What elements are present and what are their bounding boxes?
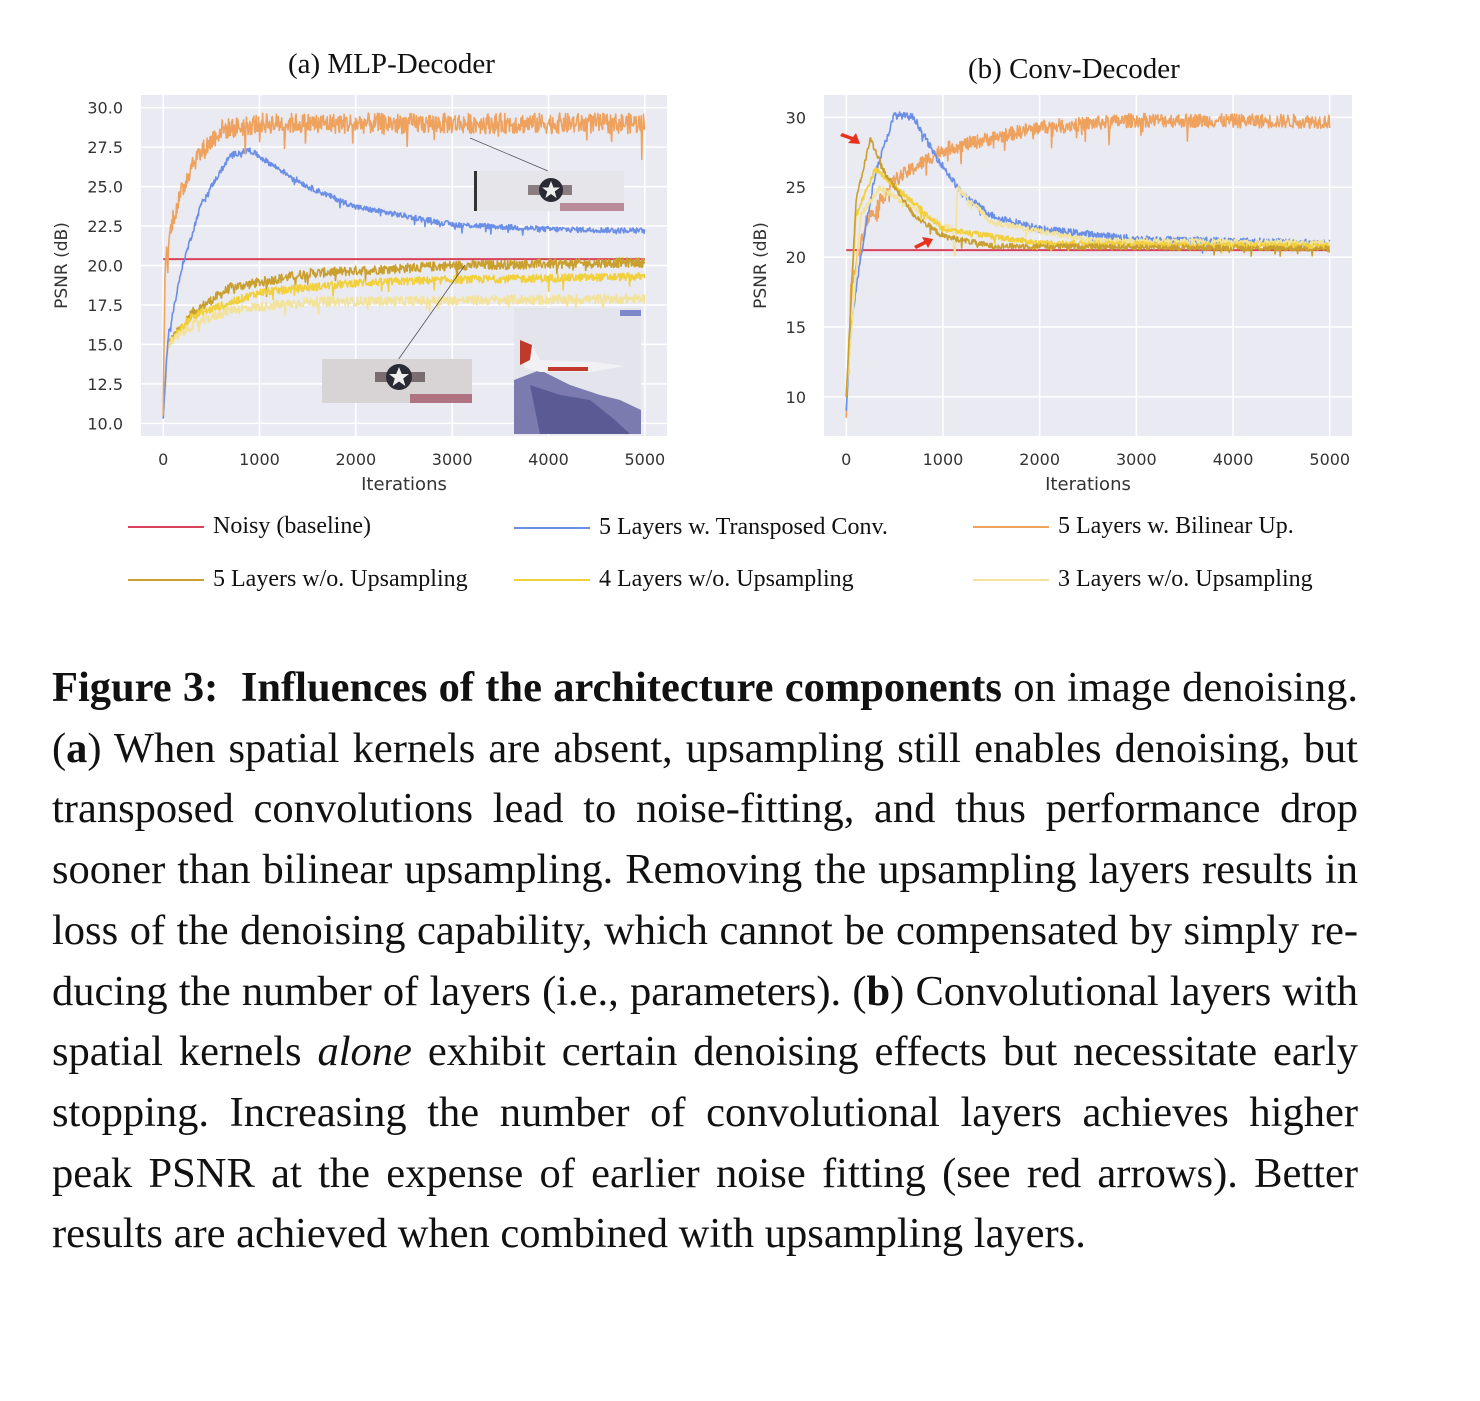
y-axis-label: PSNR (dB) [751, 222, 771, 309]
legend-item-4-layers-no-up: 4 Layers w/o. Upsampling [514, 566, 854, 593]
x-tick-label: 1000 [239, 450, 280, 469]
legend-label: 5 Layers w/o. Upsampling [213, 566, 468, 592]
x-tick-label: 0 [158, 450, 168, 469]
y-tick-label: 27.5 [87, 138, 123, 157]
x-tick-label: 2000 [1019, 450, 1060, 469]
legend-swatch [128, 525, 204, 528]
caption-text: ) [890, 967, 905, 1015]
plot-conv-decoder: 0 1000 2000 3000 4000 5000 10 15 20 25 30 Iteration… [751, 95, 1352, 495]
series-line-5-layers-w-o-upsampling [162, 257, 646, 419]
panel-title-a: (a) MLP-Decoder [288, 48, 495, 80]
figure-canvas: 0 1000 2000 3000 4000 5000 10.0 12.5 15.0 17.5 20.… [52, 95, 1352, 495]
caption-figure-label: Figure 3: [52, 664, 219, 711]
red-arrow-icon [840, 133, 860, 144]
series-line-5-layers-w-bilinear-up [845, 112, 1331, 418]
y-tick-label: 12.5 [87, 375, 123, 394]
legend-swatch [514, 578, 590, 581]
x-tick-label: 5000 [1309, 450, 1350, 469]
legend-item-5-layers-no-up: 5 Layers w/o. Upsampling [128, 566, 468, 593]
y-tick-label: 30.0 [87, 99, 123, 118]
caption-panel-b: b [866, 967, 891, 1015]
inset-connector-line [469, 137, 549, 172]
legend-label: 3 Layers w/o. Upsampling [1058, 566, 1313, 592]
legend-item-bilinear: 5 Layers w. Bilinear Up. [973, 513, 1294, 540]
x-tick-label: 0 [841, 450, 851, 469]
y-tick-label: 10 [786, 388, 806, 407]
series-line-5-layers-w-o-upsampling [845, 137, 1331, 397]
inset-connector-line [397, 264, 466, 361]
x-tick-label: 2000 [335, 450, 376, 469]
red-arrows [840, 133, 933, 249]
legend-label: 5 Layers w. Transposed Conv. [599, 514, 888, 540]
y-tick-label: 15.0 [87, 335, 123, 354]
figure-caption: Figure 3: Influences of the architecture… [52, 658, 1358, 1265]
x-tick-label: 5000 [624, 450, 665, 469]
series-line-5-layers-w-bilinear-up [162, 112, 646, 416]
caption-text: ( [852, 967, 867, 1015]
caption-text: Convolutional layers with spatial kernel… [52, 967, 1358, 1076]
legend-swatch [973, 525, 1049, 528]
legend-swatch [514, 526, 590, 529]
caption-panel-a: a [66, 724, 88, 772]
series-line-3-layers-w-o-upsampling [162, 293, 646, 419]
legend-item-transposed-conv: 5 Layers w. Transposed Conv. [514, 514, 888, 541]
panel-title-b: (b) Conv-Decoder [968, 53, 1180, 85]
y-tick-label: 30 [786, 108, 806, 127]
y-tick-label: 25 [786, 178, 806, 197]
series-line-3-layers-w-o-upsampling [845, 184, 1331, 397]
inset-noisy-crop [322, 359, 472, 403]
caption-text: on im­age denoising. [1001, 664, 1358, 711]
red-arrow-icon [914, 237, 933, 249]
y-axis-label: PSNR (dB) [52, 222, 72, 309]
legend-swatch [973, 578, 1049, 581]
plot-mlp-decoder: 0 1000 2000 3000 4000 5000 10.0 12.5 15.0 17.5 20.… [52, 95, 667, 495]
image-insets [322, 137, 641, 434]
y-tick-label: 17.5 [87, 296, 123, 315]
legend-item-3-layers-no-up: 3 Layers w/o. Upsampling [973, 566, 1313, 593]
caption-text: exhibit certain denoising effects but ne… [52, 1028, 1358, 1258]
plot-background [824, 95, 1352, 436]
caption-text: ) [87, 724, 102, 772]
legend-swatch [128, 578, 204, 581]
y-tick-label: 10.0 [87, 414, 123, 433]
y-tick-label: 20 [786, 248, 806, 267]
y-tick-label: 22.5 [87, 217, 123, 236]
x-tick-label: 1000 [923, 450, 964, 469]
caption-text: ( [52, 724, 67, 772]
legend-label: 4 Layers w/o. Upsampling [599, 566, 854, 592]
caption-bold-title: Influences of the architecture component… [240, 664, 1002, 711]
x-axis-label: Iterations [361, 474, 447, 495]
caption-italic: alone [317, 1028, 412, 1076]
caption-text: When spatial kernels are absent, upsampl… [52, 724, 1358, 1015]
x-tick-label: 3000 [1116, 450, 1157, 469]
inset-full-image-jet [514, 308, 641, 434]
legend-label: 5 Layers w. Bilinear Up. [1058, 513, 1294, 539]
x-tick-label: 4000 [528, 450, 569, 469]
legend-label: Noisy (baseline) [213, 513, 371, 539]
x-tick-label: 3000 [432, 450, 473, 469]
y-tick-label: 15 [786, 318, 806, 337]
x-axis-label: Iterations [1045, 474, 1131, 495]
series-line-5-layers-w-transposed-conv [162, 147, 646, 419]
y-tick-label: 25.0 [87, 178, 123, 197]
x-tick-label: 4000 [1213, 450, 1254, 469]
y-tick-label: 20.0 [87, 257, 123, 276]
series-line-4-layers-w-o-upsampling [162, 272, 646, 419]
inset-denoised-crop [474, 171, 624, 211]
legend-item-noisy: Noisy (baseline) [128, 513, 371, 540]
